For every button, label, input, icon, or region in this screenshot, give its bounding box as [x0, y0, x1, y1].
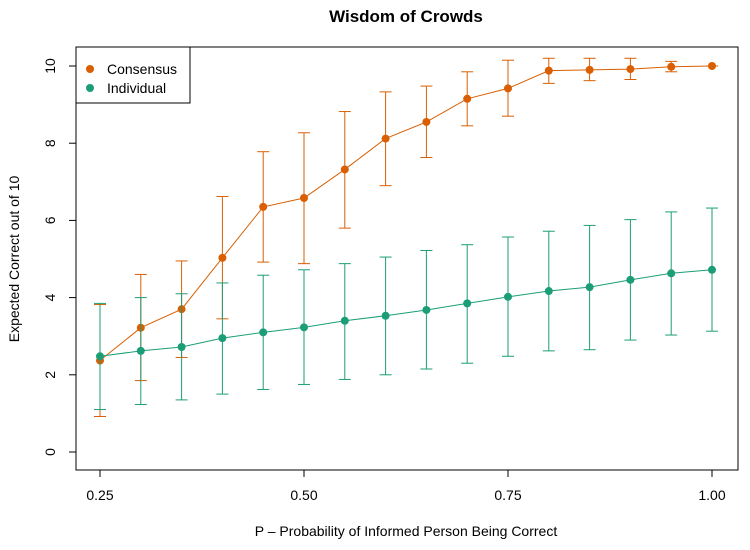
- legend: Consensus Individual: [75, 46, 191, 104]
- y-tick-label: 0: [42, 448, 58, 456]
- chart-title: Wisdom of Crowds: [329, 7, 483, 26]
- y-tick-label: 2: [42, 371, 58, 379]
- legend-marker-individual: [86, 84, 94, 92]
- series-layer: [94, 57, 718, 417]
- y-axis-label: Expected Correct out of 10: [6, 176, 22, 343]
- y-tick-label: 6: [42, 216, 58, 224]
- consensus-data-point: [504, 84, 512, 93]
- individual-data-point: [300, 323, 308, 332]
- consensus-data-point: [626, 65, 635, 74]
- consensus-data-point: [422, 117, 431, 126]
- consensus-data-point: [708, 62, 716, 70]
- consensus-data-point: [463, 94, 472, 103]
- x-tick-label: 0.50: [290, 487, 317, 503]
- individual-data-point: [626, 275, 635, 284]
- y-tick-label: 8: [42, 139, 58, 147]
- series-consensus: [94, 57, 718, 417]
- consensus-data-point: [300, 194, 308, 203]
- legend-marker-consensus: [86, 65, 94, 73]
- axes: 0.25 0.50 0.75 1.00 0 2 4 6 8 10: [42, 58, 726, 503]
- y-tick-label: 10: [42, 58, 58, 74]
- individual-data-point: [544, 287, 553, 296]
- individual-data-point: [422, 305, 431, 314]
- plot-area-frame: [75, 46, 739, 471]
- x-tick-label: 1.00: [698, 487, 725, 503]
- individual-series-line: [99, 269, 713, 357]
- series-individual: [94, 207, 718, 411]
- consensus-data-point: [340, 165, 349, 174]
- consensus-data-point: [585, 65, 594, 74]
- legend-label-consensus: Consensus: [107, 61, 177, 77]
- individual-data-point: [136, 346, 145, 355]
- consensus-data-point: [544, 66, 553, 75]
- individual-data-point: [381, 311, 390, 320]
- y-tick-label: 4: [42, 293, 58, 301]
- individual-data-point: [96, 352, 104, 361]
- consensus-series-line: [99, 65, 713, 361]
- x-tick-label: 0.25: [86, 487, 113, 503]
- individual-data-point: [708, 265, 716, 274]
- x-tick-label: 0.75: [494, 487, 521, 503]
- individual-data-point: [340, 316, 349, 325]
- individual-data-point: [463, 299, 472, 308]
- individual-data-point: [259, 328, 268, 337]
- legend-label-individual: Individual: [107, 80, 166, 96]
- consensus-data-point: [667, 62, 676, 71]
- individual-data-point: [177, 343, 186, 352]
- legend-box: [75, 46, 191, 104]
- individual-data-point: [667, 269, 676, 278]
- x-axis-label: P – Probability of Informed Person Being…: [255, 523, 558, 539]
- individual-data-point: [504, 292, 512, 301]
- individual-data-point: [585, 283, 594, 292]
- individual-data-point: [218, 334, 227, 343]
- consensus-data-point: [381, 134, 390, 143]
- consensus-data-point: [218, 253, 227, 262]
- consensus-data-point: [259, 202, 268, 211]
